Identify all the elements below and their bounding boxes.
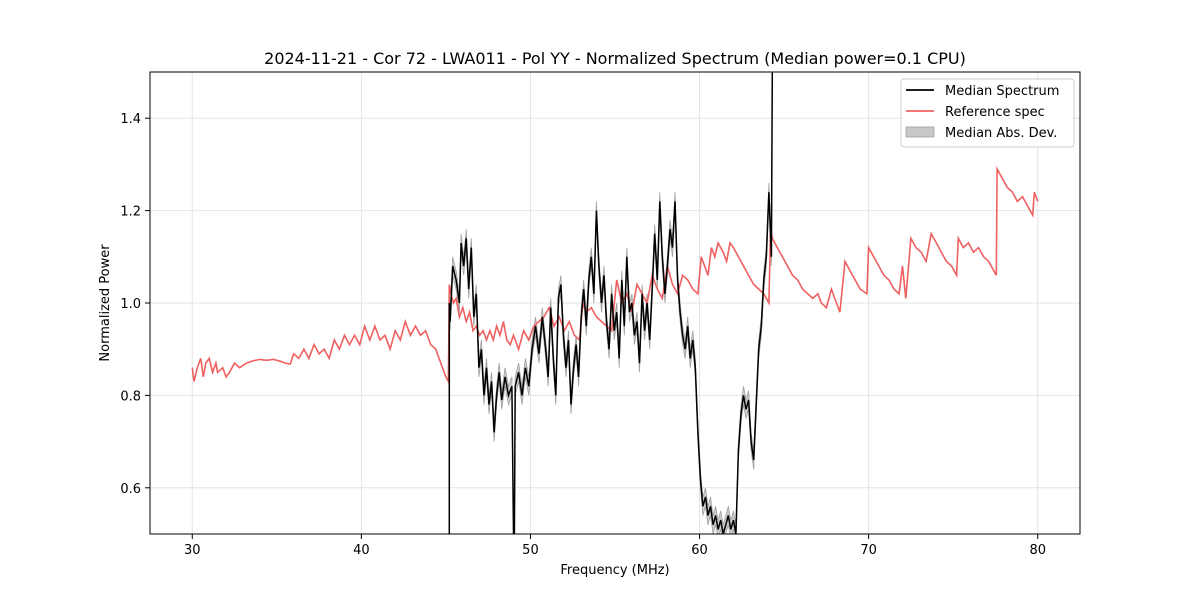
- x-axis-label: Frequency (MHz): [560, 563, 669, 578]
- x-tick-label: 70: [860, 543, 877, 558]
- y-tick-label: 0.6: [120, 482, 141, 497]
- y-tick-label: 1.4: [120, 112, 141, 127]
- x-tick-label: 80: [1029, 543, 1046, 558]
- x-tick-label: 50: [522, 543, 539, 558]
- legend-mad-label: Median Abs. Dev.: [945, 126, 1057, 141]
- median-spectrum-line: [448, 72, 774, 534]
- x-tick-label: 60: [691, 543, 708, 558]
- y-axis-ticks: 0.6 0.8 1.0 1.2 1.4: [120, 112, 150, 497]
- y-tick-label: 1.2: [120, 205, 141, 220]
- legend-median-label: Median Spectrum: [945, 84, 1059, 99]
- x-tick-label: 30: [184, 543, 201, 558]
- x-axis-ticks: 30 40 50 60 70 80: [184, 534, 1046, 558]
- y-axis-label: Normalized Power: [98, 244, 113, 362]
- legend-box: [900, 78, 1075, 148]
- legend: Median Spectrum Reference spec Median Ab…: [900, 78, 1075, 148]
- legend-reference-label: Reference spec: [945, 105, 1045, 120]
- legend-mad-swatch: [905, 126, 935, 138]
- y-tick-label: 1.0: [120, 297, 141, 312]
- x-tick-label: 40: [353, 543, 370, 558]
- y-tick-label: 0.8: [120, 389, 141, 404]
- chart-title: 2024-11-21 - Cor 72 - LWA011 - Pol YY - …: [264, 49, 966, 68]
